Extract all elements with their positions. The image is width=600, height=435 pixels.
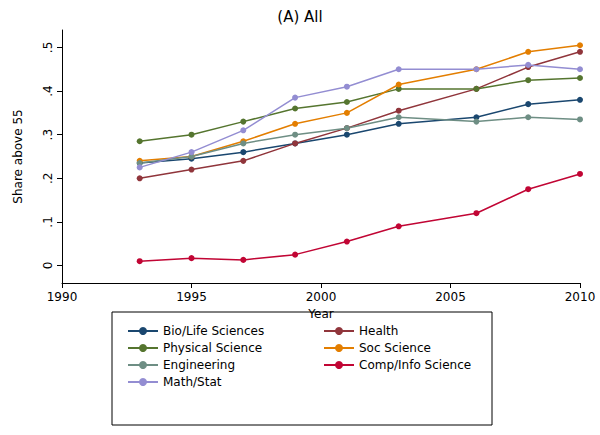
svg-text:0: 0 <box>41 262 55 270</box>
svg-text:2000: 2000 <box>306 290 337 304</box>
svg-text:.2: .2 <box>41 173 55 184</box>
svg-text:.1: .1 <box>41 216 55 227</box>
svg-text:.3: .3 <box>41 129 55 140</box>
svg-text:2010: 2010 <box>565 290 596 304</box>
svg-text:1990: 1990 <box>47 290 78 304</box>
svg-text:Comp/Info Science: Comp/Info Science <box>359 358 471 372</box>
svg-text:1995: 1995 <box>176 290 207 304</box>
svg-text:Physical Science: Physical Science <box>163 341 262 355</box>
svg-text:Year: Year <box>307 307 333 321</box>
svg-text:Health: Health <box>359 324 398 338</box>
svg-text:Math/Stat: Math/Stat <box>163 375 222 389</box>
svg-text:Soc Science: Soc Science <box>359 341 431 355</box>
svg-text:Share above 55: Share above 55 <box>11 109 25 203</box>
svg-text:.5: .5 <box>41 42 55 53</box>
svg-text:Engineering: Engineering <box>163 358 235 372</box>
svg-text:Bio/Life Sciences: Bio/Life Sciences <box>163 324 264 338</box>
svg-text:.4: .4 <box>41 85 55 96</box>
svg-text:2005: 2005 <box>435 290 466 304</box>
svg-text:(A) All: (A) All <box>277 8 322 26</box>
